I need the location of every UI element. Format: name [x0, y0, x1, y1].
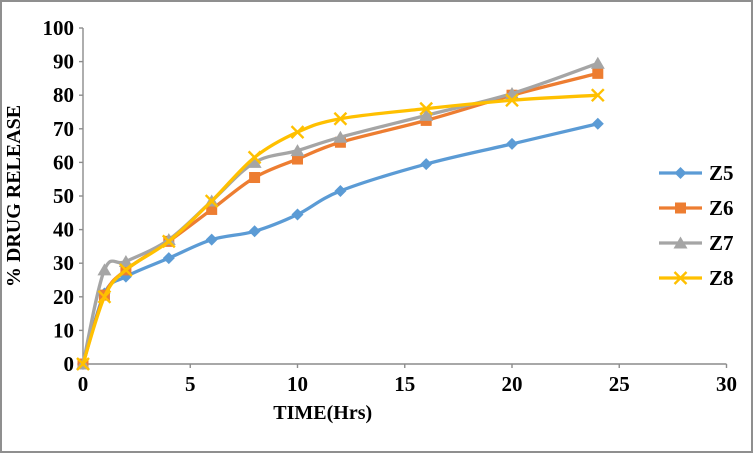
- diamond-marker: [162, 252, 175, 265]
- triangle-marker: [333, 130, 348, 143]
- x-marker: [76, 357, 90, 371]
- square-marker: [292, 153, 303, 165]
- y-tick-label: 100: [43, 16, 75, 40]
- x-marker: [119, 263, 133, 277]
- x-tick-label: 5: [185, 372, 196, 396]
- legend-item-Z5: Z5: [659, 161, 734, 185]
- y-tick-label: 40: [53, 218, 74, 242]
- square-marker: [206, 203, 218, 215]
- series-Z8: [76, 88, 605, 371]
- diamond-marker: [248, 225, 261, 238]
- y-tick-label: 60: [53, 150, 74, 174]
- y-tick-label: 70: [53, 117, 74, 141]
- x-marker: [161, 234, 176, 249]
- y-tick-label: 10: [53, 318, 74, 342]
- series-Z5: [77, 117, 604, 370]
- y-tick-label: 30: [53, 251, 74, 275]
- series-line-Z5: [81, 122, 600, 366]
- x-marker: [247, 150, 262, 165]
- diamond-marker: [205, 233, 218, 246]
- y-tick-label: 20: [53, 285, 74, 309]
- x-tick-label: 0: [78, 372, 89, 396]
- x-tick-label: 10: [287, 372, 308, 396]
- x-tick-label: 25: [609, 372, 630, 396]
- x-marker: [673, 271, 688, 285]
- legend: Z5 Z6 Z7 Z8: [659, 161, 734, 290]
- x-marker: [505, 93, 519, 108]
- triangle-marker: [97, 263, 112, 276]
- legend-label-Z6: Z6: [709, 196, 734, 220]
- legend-label-Z5: Z5: [709, 161, 734, 185]
- series-line-Z7: [81, 61, 600, 366]
- y-tick-label: 90: [53, 50, 74, 74]
- square-marker: [249, 172, 261, 184]
- x-marker: [97, 289, 112, 304]
- triangle-marker: [673, 236, 688, 249]
- square-marker: [675, 202, 686, 214]
- x-marker: [204, 194, 219, 208]
- triangle-marker: [419, 108, 434, 121]
- triangle-marker: [590, 56, 605, 69]
- diamond-marker: [674, 167, 687, 179]
- diamond-marker: [420, 158, 433, 171]
- series-line-Z6: [81, 71, 600, 366]
- x-tick-label: 30: [716, 372, 737, 396]
- y-tick-label: 0: [64, 352, 75, 376]
- series-line-Z8: [81, 93, 600, 366]
- legend-label-Z8: Z8: [709, 266, 734, 290]
- series-Z7: [76, 56, 605, 370]
- legend-item-Z8: Z8: [659, 266, 734, 290]
- y-tick-label: 80: [53, 83, 74, 107]
- x-tick-label: 20: [502, 372, 523, 396]
- y-axis-title: % DRUG RELEASE: [3, 105, 25, 287]
- y-tick-label: 50: [53, 184, 74, 208]
- legend-item-Z7: Z7: [659, 231, 734, 255]
- diamond-marker: [591, 117, 604, 130]
- series-Z6: [77, 67, 604, 370]
- x-marker: [419, 101, 434, 116]
- diamond-marker: [291, 208, 304, 221]
- x-tick-label: 15: [394, 372, 415, 396]
- x-marker: [333, 111, 348, 126]
- x-marker: [590, 88, 605, 103]
- triangle-marker: [290, 144, 305, 157]
- legend-item-Z6: Z6: [659, 196, 734, 220]
- square-marker: [592, 67, 604, 79]
- x-marker: [290, 125, 305, 140]
- triangle-marker: [247, 155, 262, 168]
- diamond-marker: [506, 137, 518, 150]
- legend-label-Z7: Z7: [709, 231, 734, 255]
- triangle-marker: [118, 255, 133, 268]
- diamond-marker: [334, 184, 347, 197]
- x-axis-title: TIME(Hrs): [273, 402, 372, 424]
